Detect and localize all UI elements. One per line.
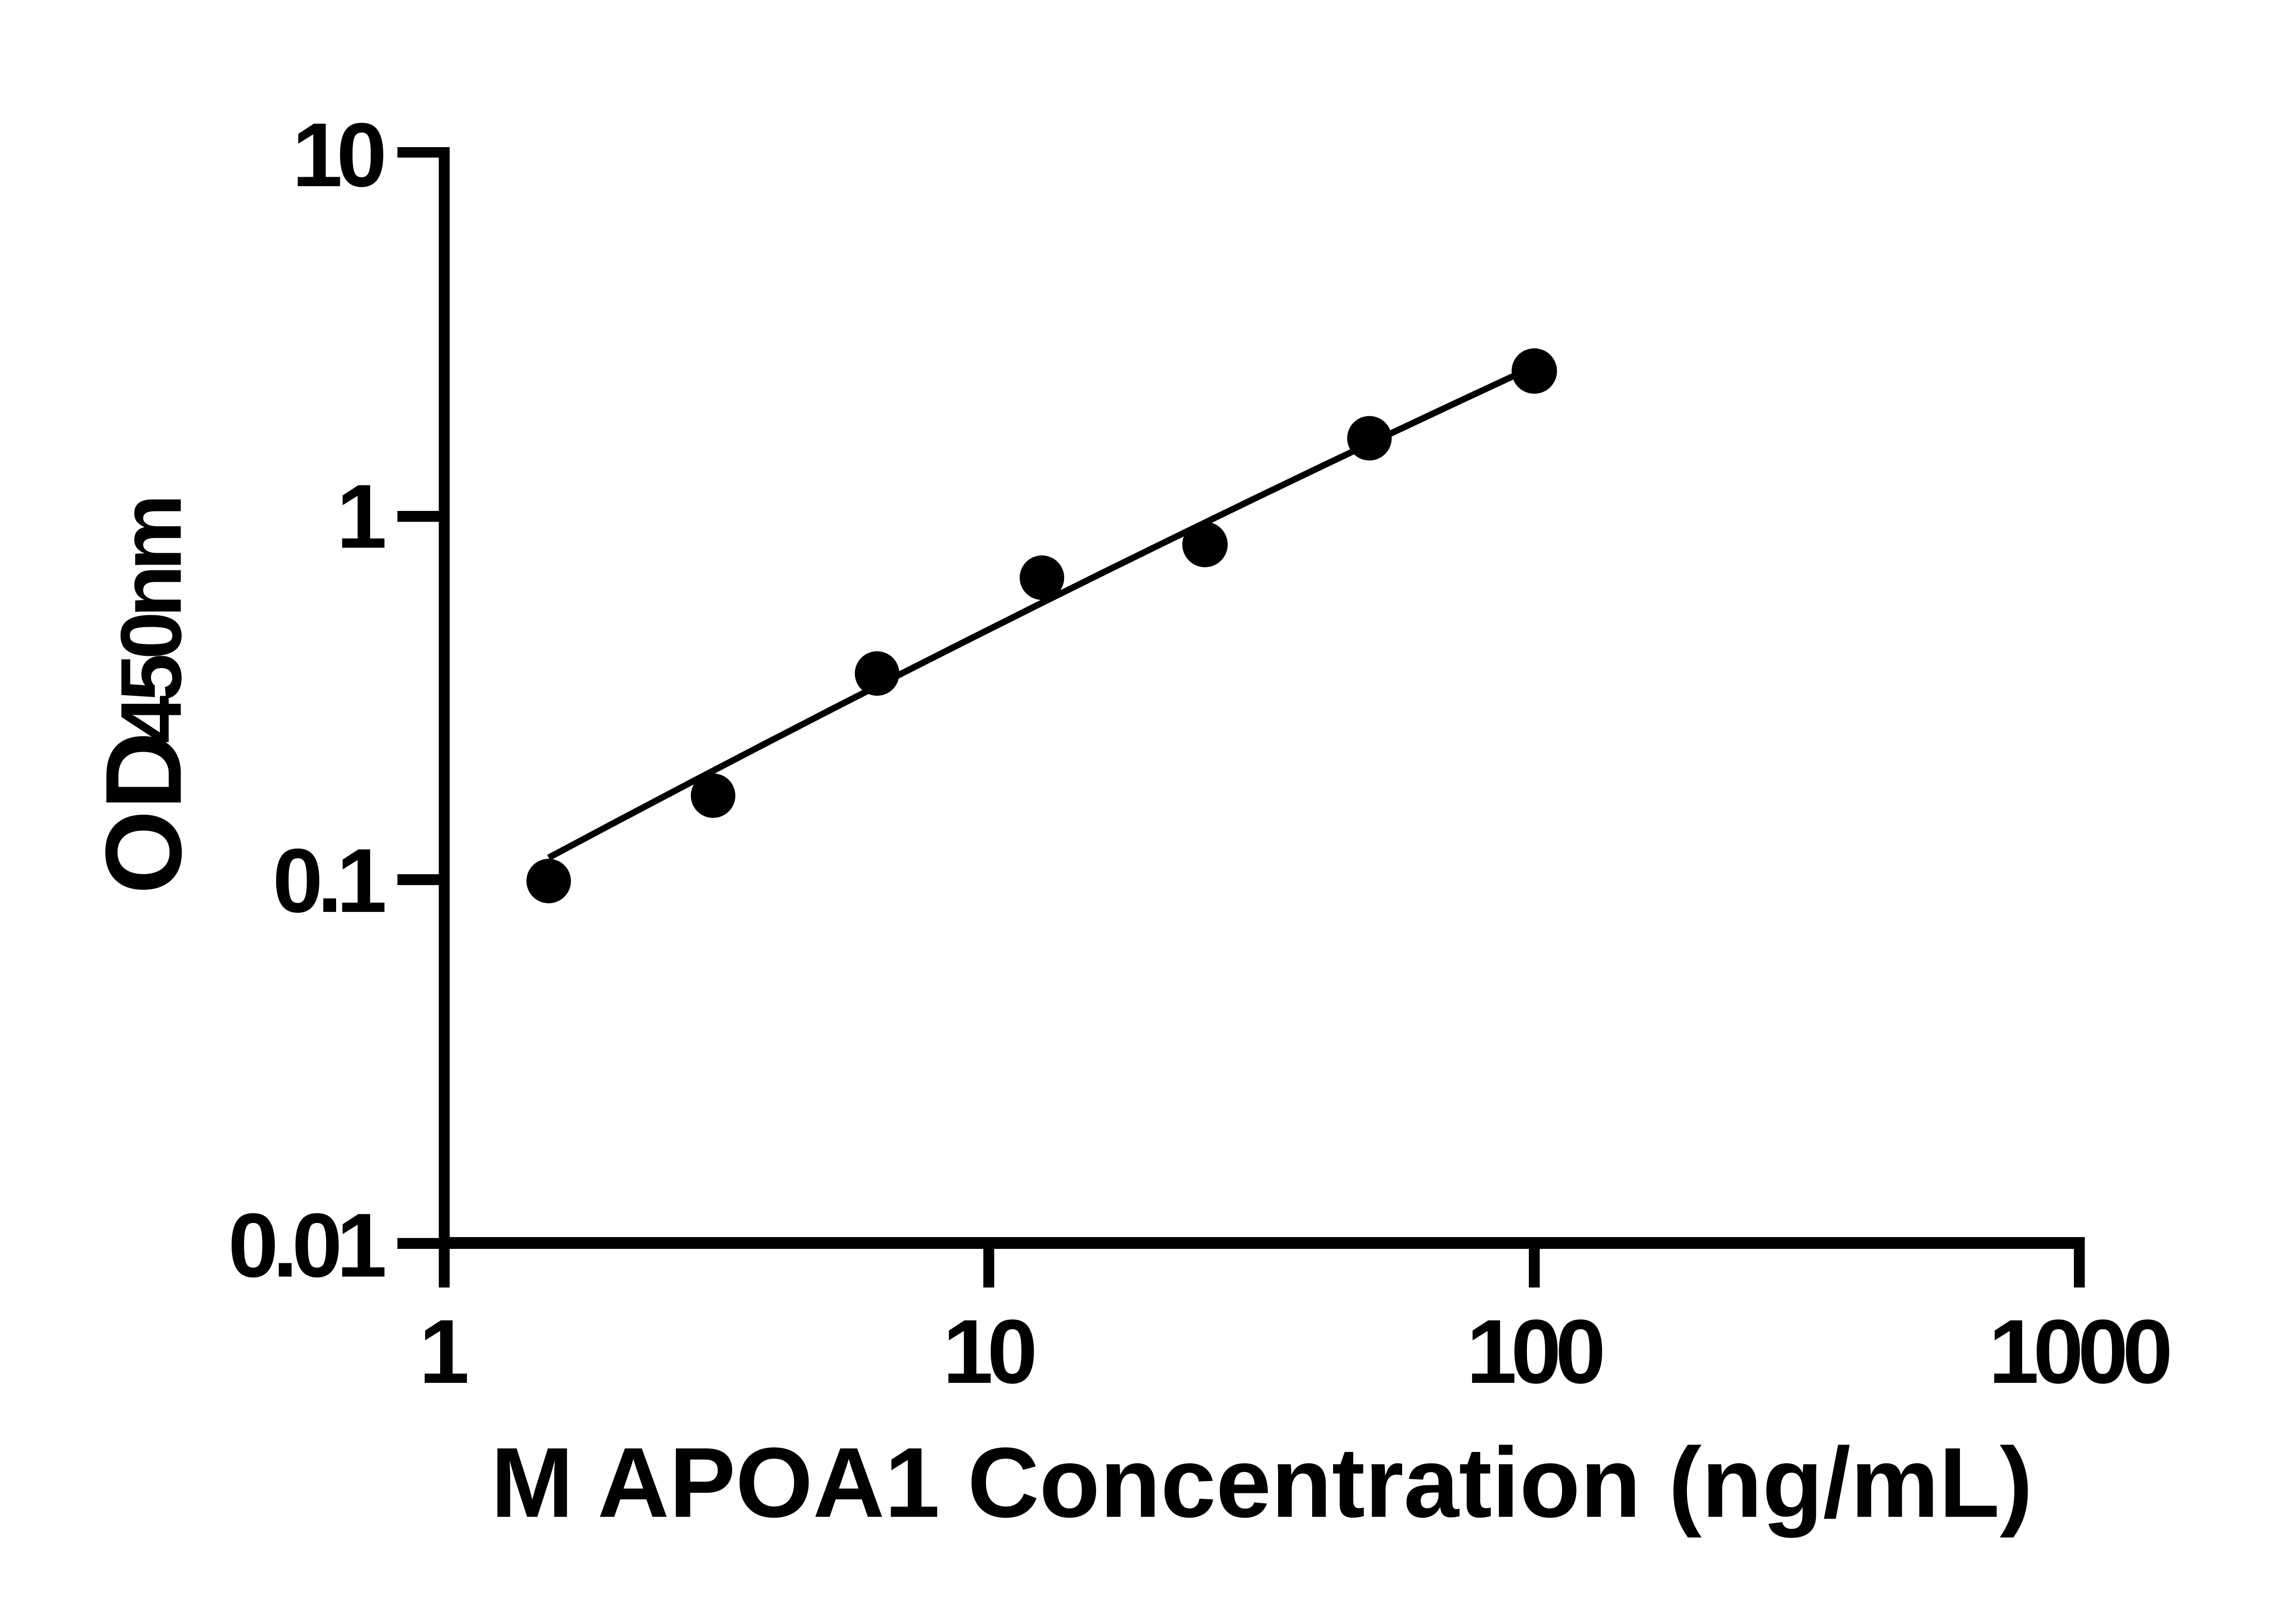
svg-text:0.1: 0.1 [273, 830, 387, 931]
svg-text:M APOA1 Concentration (ng/mL): M APOA1 Concentration (ng/mL) [491, 1427, 2033, 1538]
svg-text:0.01: 0.01 [228, 1195, 387, 1296]
svg-text:10: 10 [943, 1301, 1038, 1402]
svg-text:100: 100 [1467, 1301, 1606, 1402]
svg-text:450nm: 450nm [103, 494, 199, 743]
svg-text:1: 1 [419, 1301, 469, 1402]
svg-text:OD: OD [84, 732, 204, 894]
svg-text:1: 1 [337, 466, 387, 567]
svg-text:1000: 1000 [1988, 1301, 2173, 1402]
svg-text:10: 10 [292, 104, 387, 206]
